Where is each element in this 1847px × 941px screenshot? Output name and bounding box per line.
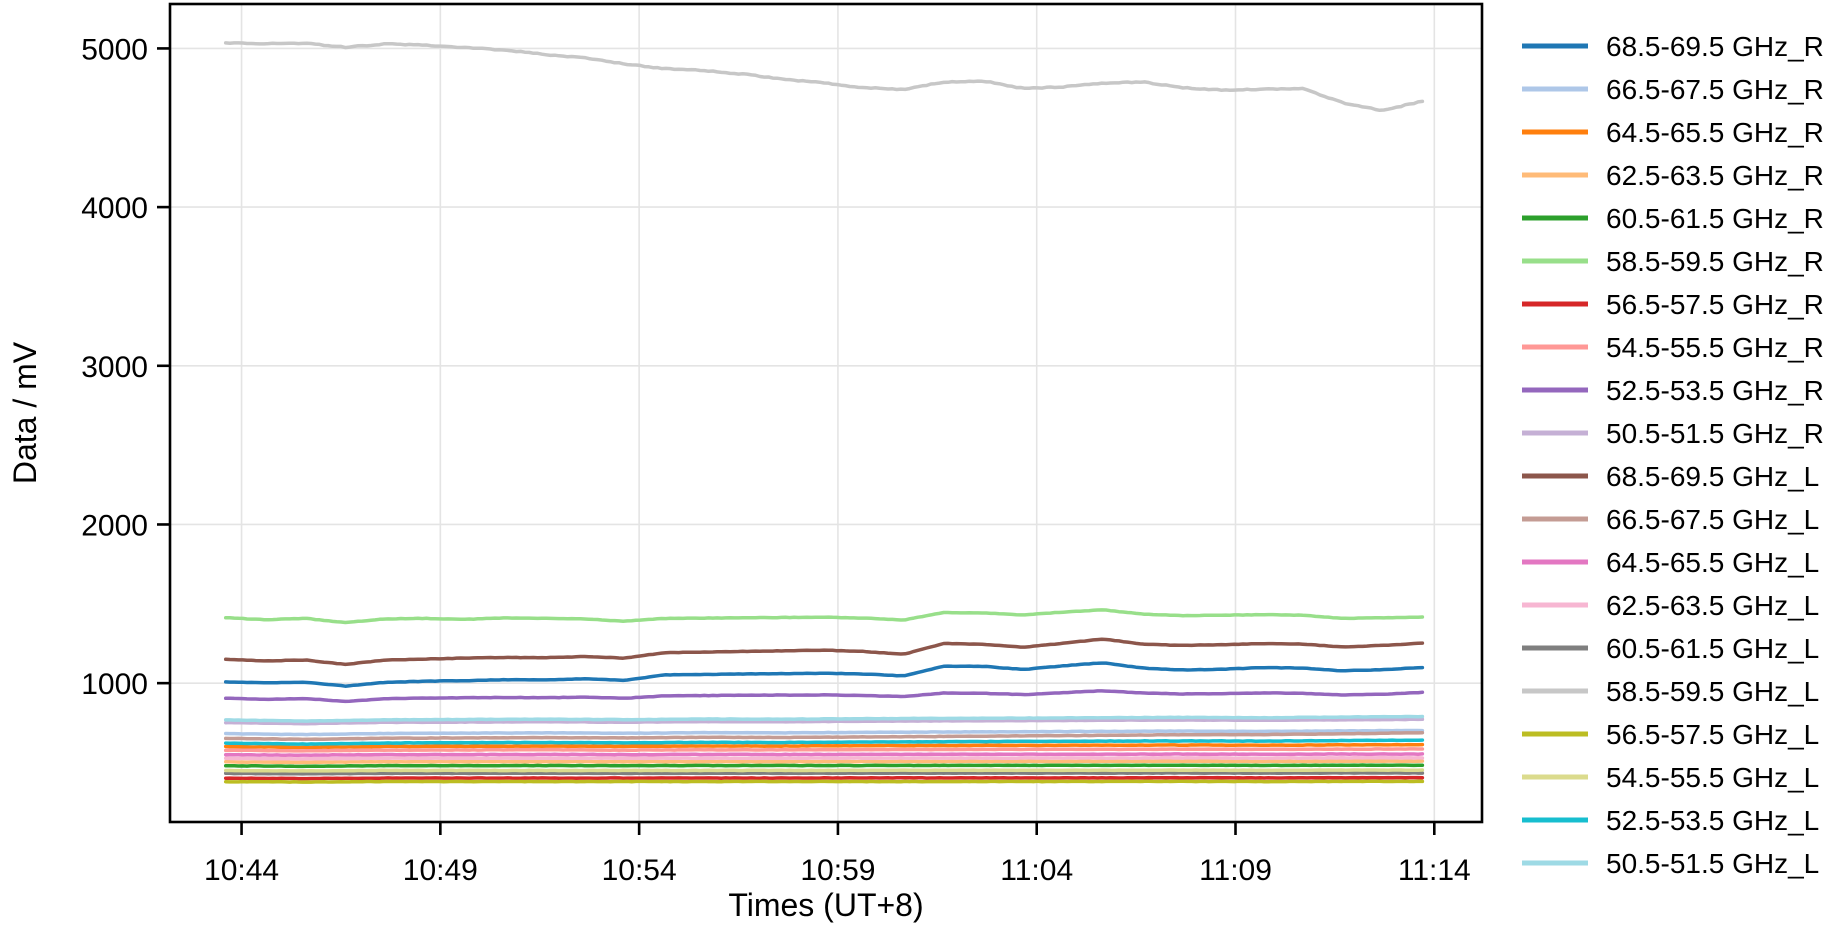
- legend-item-label: 54.5-55.5 GHz_R: [1606, 332, 1824, 363]
- x-tick-label: 11:14: [1398, 854, 1471, 887]
- x-tick-label: 10:59: [800, 854, 875, 887]
- legend-item-label: 66.5-67.5 GHz_L: [1606, 504, 1819, 535]
- legend-item-label: 62.5-63.5 GHz_L: [1606, 590, 1819, 621]
- legend-item: 54.5-55.5 GHz_L: [1522, 762, 1819, 793]
- legend-item: 52.5-53.5 GHz_R: [1522, 375, 1824, 406]
- y-tick-label: 3000: [81, 351, 148, 384]
- legend-item-label: 60.5-61.5 GHz_L: [1606, 633, 1819, 664]
- x-tick-label: 11:09: [1199, 854, 1272, 887]
- series-line-64.5-65.5-GHz-L: [223, 752, 1425, 758]
- series-line-56.5-57.5-GHz-L: [223, 779, 1425, 784]
- legend-item: 66.5-67.5 GHz_R: [1522, 74, 1824, 105]
- y-tick-label: 5000: [81, 33, 148, 66]
- series-line-54.5-55.5-GHz-L: [223, 768, 1425, 773]
- series-line-58.5-59.5-GHz-L: [223, 41, 1425, 113]
- series-line-66.5-67.5-GHz-L: [223, 730, 1425, 742]
- legend-item-label: 56.5-57.5 GHz_L: [1606, 719, 1819, 750]
- legend-item: 66.5-67.5 GHz_L: [1522, 504, 1819, 535]
- x-tick-label: 10:49: [403, 854, 478, 887]
- legend-item: 64.5-65.5 GHz_R: [1522, 117, 1824, 148]
- series-line-52.5-53.5-GHz-R: [223, 689, 1425, 704]
- x-tick-label: 11:04: [1000, 854, 1073, 887]
- legend-item-label: 68.5-69.5 GHz_R: [1606, 31, 1824, 62]
- series-line-66.5-67.5-GHz-R: [223, 728, 1425, 737]
- legend-item: 62.5-63.5 GHz_L: [1522, 590, 1819, 621]
- legend-item-label: 64.5-65.5 GHz_L: [1606, 547, 1819, 578]
- legend-item: 50.5-51.5 GHz_L: [1522, 848, 1819, 879]
- legend-item-label: 52.5-53.5 GHz_R: [1606, 375, 1824, 406]
- series-line-58.5-59.5-GHz-R: [223, 608, 1425, 625]
- series-line-52.5-53.5-GHz-L: [223, 738, 1425, 746]
- frame-layer: [168, 2, 1484, 824]
- legend-item-label: 58.5-59.5 GHz_R: [1606, 246, 1824, 277]
- legend-item: 54.5-55.5 GHz_R: [1522, 332, 1824, 363]
- y-tick-label: 2000: [81, 509, 148, 542]
- tick-layer: 10:44 10:49 10:54 10:59 11:04 11:09 11:14 1000 2…: [81, 33, 1470, 887]
- legend-item: 52.5-53.5 GHz_L: [1522, 805, 1819, 836]
- grid-layer: [170, 4, 1482, 822]
- legend-item-label: 60.5-61.5 GHz_R: [1606, 203, 1824, 234]
- y-axis-label: Data / mV: [7, 341, 43, 484]
- legend-item: 64.5-65.5 GHz_L: [1522, 547, 1819, 578]
- legend: 68.5-69.5 GHz_R 66.5-67.5 GHz_R 64.5-65.5 …: [1522, 31, 1824, 879]
- legend-item-label: 50.5-51.5 GHz_L: [1606, 848, 1819, 879]
- legend-item-label: 64.5-65.5 GHz_R: [1606, 117, 1824, 148]
- legend-item: 50.5-51.5 GHz_R: [1522, 418, 1824, 449]
- legend-item: 56.5-57.5 GHz_R: [1522, 289, 1824, 320]
- series-layer: [223, 41, 1425, 784]
- legend-item: 58.5-59.5 GHz_R: [1522, 246, 1824, 277]
- series-line-54.5-55.5-GHz-R: [223, 747, 1425, 753]
- series-line-62.5-63.5-GHz-R: [223, 759, 1425, 765]
- legend-item: 68.5-69.5 GHz_R: [1522, 31, 1824, 62]
- series-line-60.5-61.5-GHz-L: [223, 771, 1425, 776]
- series-line-62.5-63.5-GHz-L: [223, 755, 1425, 761]
- legend-item: 60.5-61.5 GHz_L: [1522, 633, 1819, 664]
- plot-frame: [168, 2, 1484, 824]
- legend-item-label: 68.5-69.5 GHz_L: [1606, 461, 1819, 492]
- legend-item-label: 52.5-53.5 GHz_L: [1606, 805, 1819, 836]
- legend-item-label: 56.5-57.5 GHz_R: [1606, 289, 1824, 320]
- legend-item-label: 54.5-55.5 GHz_L: [1606, 762, 1819, 793]
- y-tick-label: 4000: [81, 192, 148, 225]
- y-tick-label: 1000: [81, 668, 148, 701]
- series-line-50.5-51.5-GHz-L: [223, 714, 1425, 723]
- series-line-64.5-65.5-GHz-R: [223, 742, 1425, 750]
- legend-item: 68.5-69.5 GHz_L: [1522, 461, 1819, 492]
- legend-item-label: 66.5-67.5 GHz_R: [1606, 74, 1824, 105]
- legend-item-label: 58.5-59.5 GHz_L: [1606, 676, 1819, 707]
- legend-item: 56.5-57.5 GHz_L: [1522, 719, 1819, 750]
- x-tick-label: 10:44: [204, 854, 279, 887]
- series-line-68.5-69.5-GHz-L: [223, 637, 1425, 667]
- legend-item-label: 50.5-51.5 GHz_R: [1606, 418, 1824, 449]
- legend-item: 60.5-61.5 GHz_R: [1522, 203, 1824, 234]
- legend-item: 62.5-63.5 GHz_R: [1522, 160, 1824, 191]
- series-line-60.5-61.5-GHz-R: [223, 763, 1425, 769]
- x-tick-label: 10:54: [602, 854, 677, 887]
- legend-item: 58.5-59.5 GHz_L: [1522, 676, 1819, 707]
- series-line-50.5-51.5-GHz-R: [223, 717, 1425, 726]
- series-line-68.5-69.5-GHz-R: [223, 661, 1425, 688]
- legend-item-label: 62.5-63.5 GHz_R: [1606, 160, 1824, 191]
- x-axis-label: Times (UT+8): [728, 887, 923, 923]
- series-line-56.5-57.5-GHz-R: [223, 775, 1425, 781]
